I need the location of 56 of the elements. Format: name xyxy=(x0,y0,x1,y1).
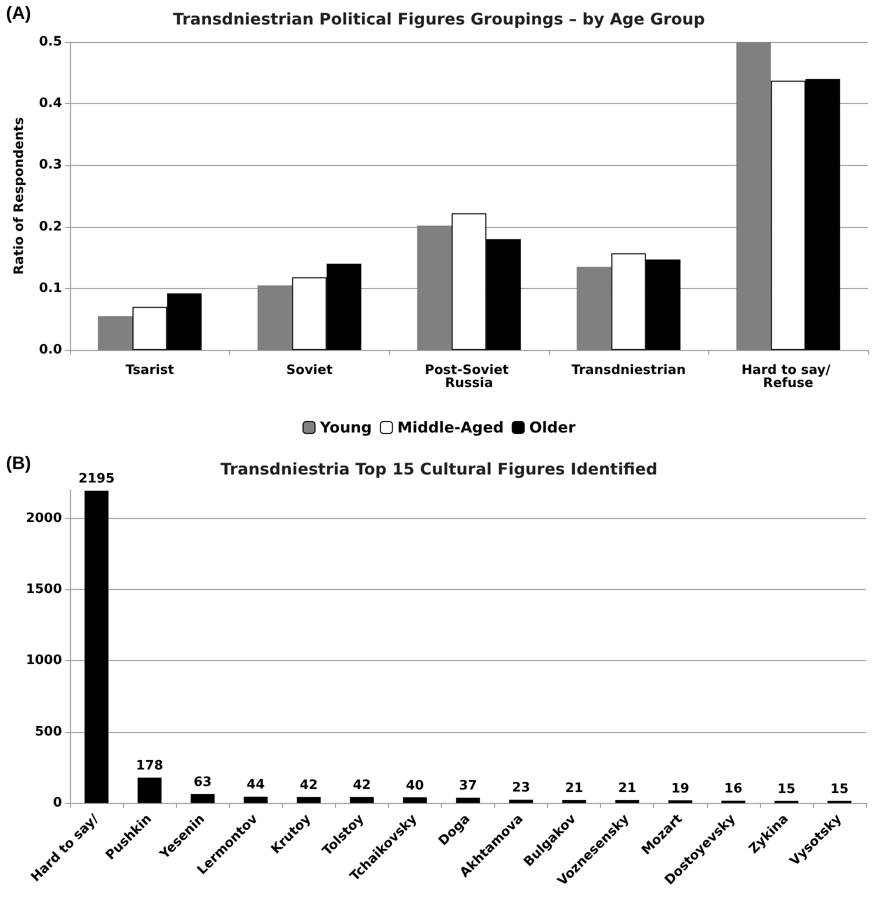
data-label: 21 xyxy=(618,781,636,796)
bar xyxy=(456,798,480,803)
x-tick-label: Soviet xyxy=(286,363,333,378)
y-tick-label: 0.4 xyxy=(38,96,62,112)
bar xyxy=(736,42,771,350)
bar xyxy=(562,800,586,803)
data-label: 42 xyxy=(300,778,318,794)
text: (A) xyxy=(6,3,31,23)
text: (B) xyxy=(6,453,31,473)
bar xyxy=(615,800,640,803)
y-tick-label: 2000 xyxy=(26,510,62,526)
chart-title: Transdniestrian Political Figures Groupings – by Age Group xyxy=(173,10,705,28)
data-label: 37 xyxy=(458,778,478,794)
y-axis-title: Ratio of Respondents xyxy=(12,117,27,275)
legend-label: Older xyxy=(529,418,576,436)
bar xyxy=(668,800,692,803)
x-tick-label: Transdniestrian xyxy=(571,363,686,378)
y-tick-label: 0.3 xyxy=(38,158,62,173)
chart-title: Transdniestria Top 15 Cultural Figures Identified xyxy=(220,460,658,478)
data-label: 42 xyxy=(352,778,371,794)
data-label: 23 xyxy=(512,780,530,796)
x-tick-label: Post-Soviet Russia xyxy=(424,363,514,391)
data-label: 2195 xyxy=(78,472,115,487)
bar xyxy=(258,285,292,350)
y-tick-label: 1500 xyxy=(26,582,62,598)
data-label: 15 xyxy=(830,782,849,797)
data-label: 40 xyxy=(406,778,424,794)
bar xyxy=(84,490,108,803)
bar xyxy=(350,797,374,803)
y-tick-label: 0 xyxy=(52,796,62,810)
y-tick-label: 0.2 xyxy=(38,219,62,234)
legend-label: Young xyxy=(319,418,372,436)
data-label: 178 xyxy=(136,758,164,774)
data-label: 44 xyxy=(246,778,265,793)
data-label: 16 xyxy=(724,782,742,797)
y-tick-label: 0.5 xyxy=(38,34,62,50)
bar xyxy=(244,796,268,803)
x-tick-label: Hard to say/ Refuse xyxy=(741,363,835,391)
y-tick-label: 0.1 xyxy=(38,280,62,296)
y-tick-label: 1000 xyxy=(26,653,62,668)
x-tick-label: Tsarist xyxy=(126,363,174,378)
legend-label: Middle-Aged xyxy=(397,418,504,436)
bar xyxy=(417,226,452,350)
bar xyxy=(296,797,321,803)
bar xyxy=(190,794,215,803)
bar xyxy=(138,778,162,803)
y-tick-label: 500 xyxy=(34,724,62,740)
data-label: 15 xyxy=(777,782,796,797)
y-tick-label: 0.0 xyxy=(38,342,62,358)
bar xyxy=(402,797,427,803)
bar xyxy=(98,316,133,350)
data-label: 63 xyxy=(194,775,212,790)
data-label: 19 xyxy=(671,781,690,796)
data-label: 21 xyxy=(565,781,584,796)
bar xyxy=(509,800,534,803)
bar xyxy=(576,266,612,350)
